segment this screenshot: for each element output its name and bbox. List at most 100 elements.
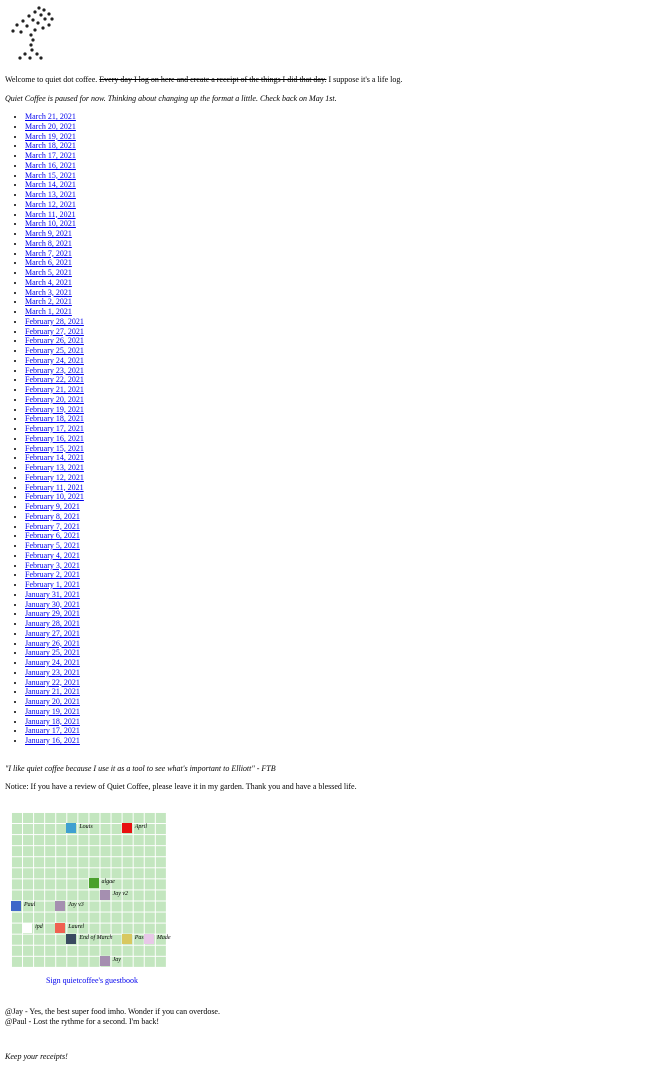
date-link[interactable]: February 14, 2021	[25, 453, 84, 463]
date-link[interactable]: February 28, 2021	[25, 316, 84, 326]
date-link[interactable]: January 19, 2021	[25, 706, 80, 716]
plant[interactable]	[55, 922, 66, 933]
date-link[interactable]: March 18, 2021	[25, 141, 76, 151]
intro-text: Welcome to quiet dot coffee.	[5, 75, 98, 84]
plant[interactable]	[99, 955, 110, 966]
date-link[interactable]: March 13, 2021	[25, 190, 76, 199]
date-link[interactable]: January 29, 2021	[25, 609, 80, 619]
date-link[interactable]: February 3, 2021	[25, 560, 80, 570]
plant-label: Louis	[79, 824, 93, 831]
date-link[interactable]: February 25, 2021	[25, 346, 84, 355]
date-link[interactable]: February 7, 2021	[25, 521, 80, 531]
date-link[interactable]: February 20, 2021	[25, 394, 84, 404]
date-item: March 1, 2021	[25, 307, 84, 317]
date-item: March 17, 2021	[25, 151, 84, 161]
plant[interactable]	[121, 933, 132, 944]
plant[interactable]	[66, 933, 77, 944]
garden[interactable]: Louis April algae Jay v2 Paul Jay v3 ipd Laurel…	[11, 812, 171, 967]
date-item: February 17, 2021	[25, 424, 84, 434]
date-item: March 13, 2021	[25, 190, 84, 200]
date-link[interactable]: March 21, 2021	[25, 112, 76, 121]
date-link[interactable]: February 8, 2021	[25, 511, 80, 521]
date-link[interactable]: March 11, 2021	[25, 209, 76, 219]
date-item: February 13, 2021	[25, 463, 84, 473]
quote: "I like quiet coffee because I use it as…	[5, 764, 276, 773]
plant-label: Made	[156, 934, 171, 941]
date-link[interactable]: March 9, 2021	[25, 229, 72, 238]
plant-label: End of March	[79, 934, 113, 941]
plant[interactable]	[99, 889, 110, 900]
date-link[interactable]: February 19, 2021	[25, 404, 84, 414]
date-link[interactable]: January 22, 2021	[25, 677, 80, 687]
intro-after: I suppose it's a life log.	[328, 75, 403, 84]
date-link[interactable]: February 6, 2021	[25, 531, 80, 541]
plant-label: Jay	[112, 956, 121, 963]
date-link[interactable]: February 2, 2021	[25, 570, 80, 580]
date-link[interactable]: February 18, 2021	[25, 414, 84, 424]
date-link[interactable]: February 22, 2021	[25, 375, 84, 385]
date-link[interactable]: February 13, 2021	[25, 463, 84, 472]
date-link[interactable]: March 12, 2021	[25, 199, 76, 209]
date-link[interactable]: January 18, 2021	[25, 716, 80, 726]
plant[interactable]	[11, 900, 21, 911]
date-link[interactable]: January 20, 2021	[25, 697, 80, 706]
plant[interactable]	[55, 900, 66, 911]
guestbook-link[interactable]: Sign quietcoffee's guestbook	[46, 976, 138, 985]
date-link[interactable]: March 20, 2021	[25, 121, 76, 131]
date-link[interactable]: February 9, 2021	[25, 502, 80, 511]
intro: Welcome to quiet dot coffee. Every day I…	[5, 75, 402, 84]
date-link[interactable]: January 28, 2021	[25, 619, 80, 628]
date-item: January 19, 2021	[25, 707, 84, 717]
date-link[interactable]: March 1, 2021	[25, 307, 72, 316]
date-link[interactable]: February 21, 2021	[25, 385, 84, 394]
plant[interactable]	[22, 922, 33, 933]
date-link[interactable]: February 12, 2021	[25, 472, 84, 482]
date-link[interactable]: February 26, 2021	[25, 336, 84, 346]
date-link[interactable]: January 17, 2021	[25, 726, 80, 736]
date-link[interactable]: March 8, 2021	[25, 238, 72, 248]
date-link[interactable]: January 31, 2021	[25, 589, 80, 599]
date-link[interactable]: January 30, 2021	[25, 599, 80, 609]
date-link[interactable]: February 15, 2021	[25, 443, 84, 453]
date-link[interactable]: March 7, 2021	[25, 248, 72, 258]
date-link[interactable]: March 14, 2021	[25, 180, 76, 190]
date-link[interactable]: January 23, 2021	[25, 667, 80, 677]
date-link[interactable]: March 19, 2021	[25, 131, 76, 141]
date-link[interactable]: February 11, 2021	[25, 482, 84, 492]
date-link[interactable]: March 15, 2021	[25, 170, 76, 180]
date-item: January 18, 2021	[25, 717, 84, 727]
date-link[interactable]: January 16, 2021	[25, 736, 80, 745]
date-link[interactable]: March 17, 2021	[25, 151, 76, 160]
plant[interactable]	[121, 823, 132, 834]
date-link[interactable]: January 27, 2021	[25, 628, 80, 638]
date-link[interactable]: February 16, 2021	[25, 433, 84, 443]
date-link[interactable]: February 24, 2021	[25, 355, 84, 365]
date-item: February 28, 2021	[25, 317, 84, 327]
plant[interactable]	[88, 878, 99, 889]
date-list: March 21, 2021March 20, 2021March 19, 20…	[25, 112, 84, 746]
date-link[interactable]: February 5, 2021	[25, 541, 80, 550]
date-item: February 6, 2021	[25, 531, 84, 541]
date-link[interactable]: January 24, 2021	[25, 658, 80, 667]
date-link[interactable]: March 4, 2021	[25, 277, 72, 287]
date-link[interactable]: February 17, 2021	[25, 424, 84, 433]
date-link[interactable]: March 3, 2021	[25, 287, 72, 297]
date-link[interactable]: February 10, 2021	[25, 492, 84, 502]
date-link[interactable]: January 21, 2021	[25, 687, 80, 697]
date-item: January 26, 2021	[25, 639, 84, 649]
date-link[interactable]: February 23, 2021	[25, 365, 84, 375]
plant[interactable]	[66, 823, 77, 834]
date-link[interactable]: February 4, 2021	[25, 550, 80, 560]
date-link[interactable]: February 1, 2021	[25, 580, 80, 589]
plant[interactable]	[143, 933, 154, 944]
date-link[interactable]: March 10, 2021	[25, 219, 76, 229]
date-item: February 26, 2021	[25, 336, 84, 346]
date-link[interactable]: January 26, 2021	[25, 638, 80, 648]
date-link[interactable]: February 27, 2021	[25, 326, 84, 336]
date-link[interactable]: March 16, 2021	[25, 160, 76, 170]
date-link[interactable]: March 6, 2021	[25, 258, 72, 268]
date-link[interactable]: March 5, 2021	[25, 268, 72, 277]
date-link[interactable]: January 25, 2021	[25, 648, 80, 658]
date-link[interactable]: March 2, 2021	[25, 297, 72, 307]
